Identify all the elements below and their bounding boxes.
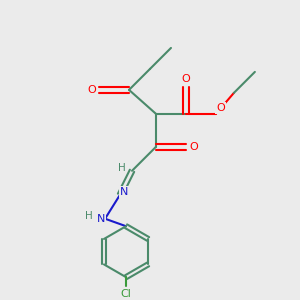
Text: O: O — [216, 103, 225, 113]
Text: N: N — [96, 214, 105, 224]
Text: N: N — [120, 187, 129, 197]
Text: H: H — [118, 163, 125, 173]
Text: O: O — [189, 142, 198, 152]
Text: Cl: Cl — [121, 289, 131, 298]
Text: O: O — [87, 85, 96, 95]
Text: O: O — [182, 74, 190, 84]
Text: H: H — [85, 211, 92, 221]
